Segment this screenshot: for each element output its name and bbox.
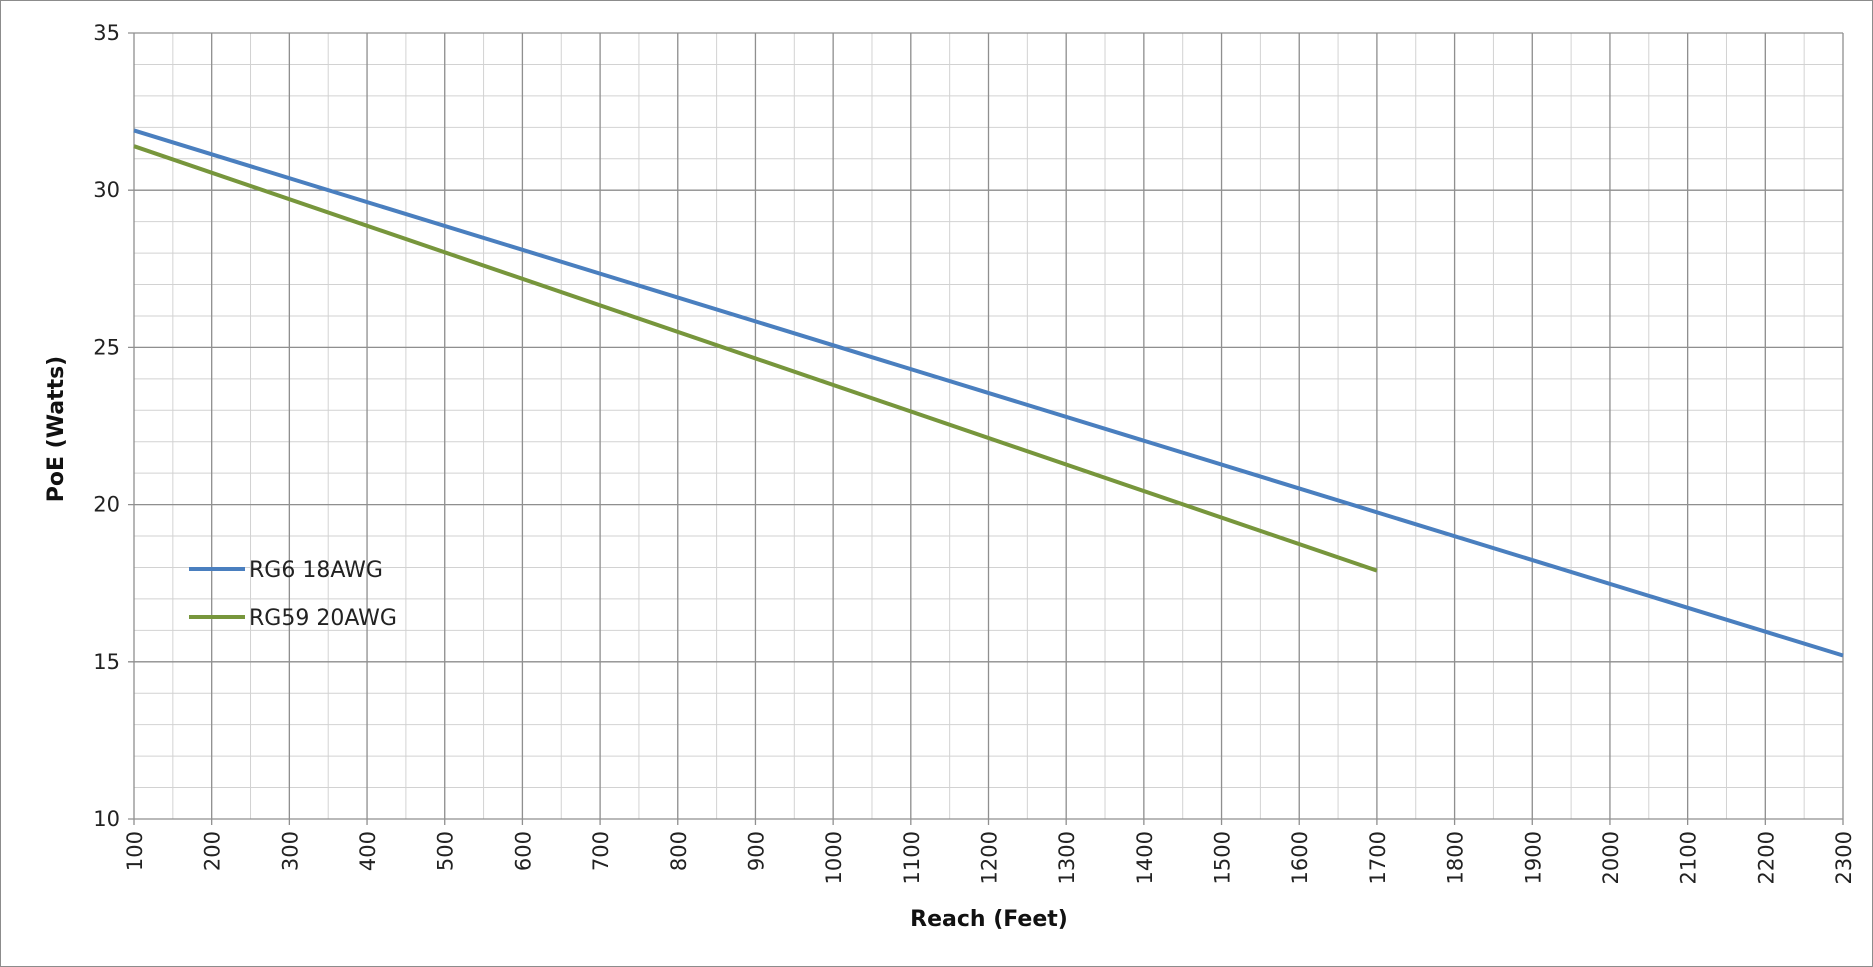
y-tick-label: 30 bbox=[93, 178, 120, 202]
x-tick-label: 100 bbox=[123, 831, 147, 871]
x-tick-label: 2200 bbox=[1754, 831, 1778, 884]
x-tick-label: 1400 bbox=[1133, 831, 1157, 884]
x-axis-title: Reach (Feet) bbox=[910, 907, 1068, 932]
y-tick-label: 20 bbox=[93, 493, 120, 517]
y-tick-label: 25 bbox=[93, 335, 120, 359]
x-tick-label: 400 bbox=[356, 831, 380, 871]
x-tick-label: 1600 bbox=[1288, 831, 1312, 884]
x-tick-label: 1300 bbox=[1055, 831, 1079, 884]
x-tick-label: 900 bbox=[744, 831, 768, 871]
y-axis-title: PoE (Watts) bbox=[44, 356, 69, 503]
x-tick-label: 1100 bbox=[900, 831, 924, 884]
x-axis-ticks: 100 200 300 400 500 600 700 800 900 1000 1100 1200 1… bbox=[123, 831, 1856, 884]
legend-label-rg59: RG59 20AWG bbox=[249, 606, 397, 631]
x-tick-label: 1000 bbox=[822, 831, 846, 884]
y-tick-label: 10 bbox=[93, 807, 120, 831]
x-tick-label: 600 bbox=[511, 831, 535, 871]
series-lines bbox=[133, 128, 1844, 658]
x-tick-label: 2300 bbox=[1832, 831, 1856, 884]
x-tick-label: 300 bbox=[278, 831, 302, 871]
x-tick-label: 700 bbox=[589, 831, 613, 871]
legend-label-rg6: RG6 18AWG bbox=[249, 558, 383, 583]
x-tick-label: 1700 bbox=[1366, 831, 1390, 884]
y-axis-ticks: 10 15 20 25 30 35 bbox=[93, 21, 120, 831]
x-tick-label: 1900 bbox=[1521, 831, 1545, 884]
legend: RG6 18AWG RG59 20AWG bbox=[189, 558, 397, 631]
y-tick-label: 35 bbox=[93, 21, 120, 45]
series-line-rg59 bbox=[133, 144, 1378, 573]
y-tick-label: 15 bbox=[93, 650, 120, 674]
major-gridlines bbox=[128, 32, 1844, 825]
series-line-rg6 bbox=[133, 128, 1844, 658]
x-tick-label: 2100 bbox=[1677, 831, 1701, 884]
x-tick-label: 1800 bbox=[1444, 831, 1468, 884]
x-tick-label: 2000 bbox=[1599, 831, 1623, 884]
x-tick-label: 1500 bbox=[1211, 831, 1235, 884]
x-tick-label: 800 bbox=[667, 831, 691, 871]
x-tick-label: 1200 bbox=[978, 831, 1002, 884]
x-tick-label: 200 bbox=[201, 831, 225, 871]
x-tick-label: 500 bbox=[434, 831, 458, 871]
